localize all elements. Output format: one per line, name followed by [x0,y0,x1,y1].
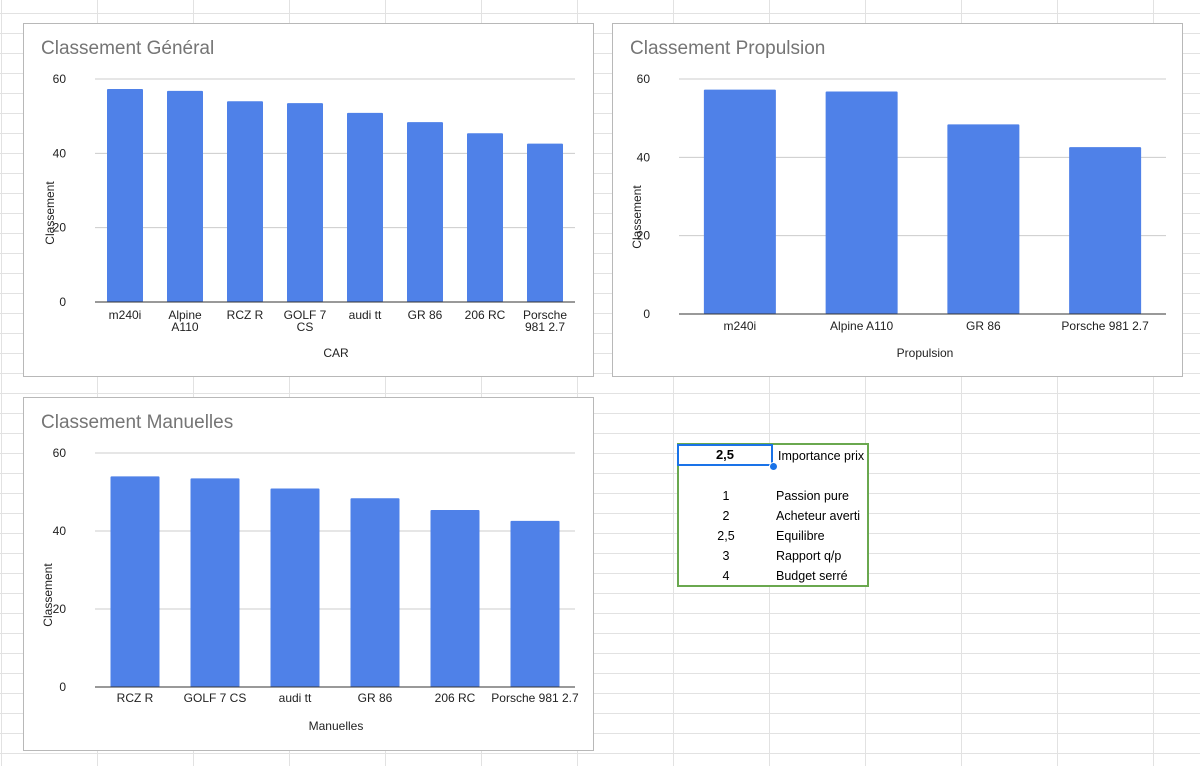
y-tick-label: 0 [643,307,650,321]
x-tick-label: RCZ R [117,691,154,705]
y-tick-label: 0 [59,295,66,309]
bar [227,101,263,302]
x-axis-title: CAR [323,346,349,360]
bar [1069,147,1142,314]
legend-num-5[interactable]: 4 [722,569,730,583]
bar [825,91,898,315]
legend-label-5[interactable]: Budget serré [776,569,848,583]
y-axis-title: Classement [43,181,57,245]
y-tick-label: 0 [59,680,66,694]
x-tick-label: Porsche [523,308,567,322]
chart-manuelles[interactable]: 0 20 40 60 RCZ R GOLF 7 CS audi tt GR 86 206 RC P… [23,397,594,751]
y-axis-title: Classement [41,563,55,627]
x-tick-label: Porsche 981 2.7 [491,691,579,705]
x-tick-label: 206 RC [435,691,476,705]
bar [107,89,143,302]
legend-num-4[interactable]: 3 [722,549,730,563]
legend-num-1[interactable]: 1 [722,489,730,503]
x-tick-label: Alpine [168,308,202,322]
bar [527,143,563,302]
bar [347,112,383,303]
x-tick-label: 206 RC [465,308,506,322]
x-tick-label: audi tt [349,308,382,322]
x-tick-label: GR 86 [358,691,393,705]
chart-propulsion[interactable]: 0 20 40 60 m240i Alpine A110 GR 86 Porsche 981 … [612,23,1183,377]
legend-label-3[interactable]: Equilibre [776,529,825,543]
legend-label-1[interactable]: Passion pure [776,489,849,503]
x-tick-label: RCZ R [227,308,264,322]
legend-label-4[interactable]: Rapport q/p [776,549,842,563]
y-axis-title: Classement [630,185,644,249]
y-tick-label: 40 [53,146,67,160]
x-tick-label: m240i [724,319,757,333]
bar [703,89,776,314]
x-tick-label: A110 [171,320,198,334]
bar [287,103,323,303]
bar [407,122,443,302]
bar [467,133,503,302]
chart-general[interactable]: 0 20 40 60 m240i Alpine A110 RCZ R GOLF 7 CS audi … [23,23,594,377]
chart-title: Classement Propulsion [630,38,826,59]
legend-label-2[interactable]: Acheteur averti [776,509,861,523]
chart-propulsion-svg: 0 20 40 60 m240i Alpine A110 GR 86 Porsche 981 … [637,72,1166,333]
y-tick-label: 60 [53,446,67,460]
x-tick-label: Alpine A110 [830,319,893,333]
x-tick-label: GR 86 [408,308,443,322]
x-axis-title: Propulsion [896,346,954,360]
chart-manuelles-svg: 0 20 40 60 RCZ R GOLF 7 CS audi tt GR 86 206 RC P… [53,446,579,705]
y-tick-label: 20 [53,602,67,616]
chart-title: Classement Manuelles [41,412,234,433]
bar [190,478,240,687]
bar [110,476,160,687]
x-axis-title: Manuelles [308,719,364,733]
y-tick-label: 20 [637,229,651,243]
y-tick-label: 60 [53,72,67,86]
x-tick-label: CS [297,320,314,334]
y-tick-label: 60 [637,72,651,86]
selected-cell-importance[interactable]: 2,5 [677,444,773,466]
y-tick-label: 40 [53,524,67,538]
importance-label[interactable]: Importance prix [778,449,865,463]
x-tick-label: 981 2.7 [525,320,565,334]
y-tick-label: 40 [637,150,651,164]
bar [430,509,480,687]
x-tick-label: Porsche 981 2.7 [1061,319,1149,333]
bar [510,520,560,687]
x-tick-label: audi tt [279,691,312,705]
x-tick-label: GR 86 [966,319,1001,333]
x-tick-label: GOLF 7 [284,308,327,322]
legend-num-2[interactable]: 2 [722,509,730,523]
x-tick-label: m240i [109,308,142,322]
x-tick-label: GOLF 7 CS [184,691,247,705]
y-tick-label: 20 [53,221,67,235]
bar [167,90,203,302]
bar [350,498,400,687]
legend-num-3[interactable]: 2,5 [717,529,735,543]
fill-handle[interactable] [769,462,778,471]
bar [947,124,1020,314]
bar [270,488,320,687]
chart-title: Classement Général [41,38,215,59]
